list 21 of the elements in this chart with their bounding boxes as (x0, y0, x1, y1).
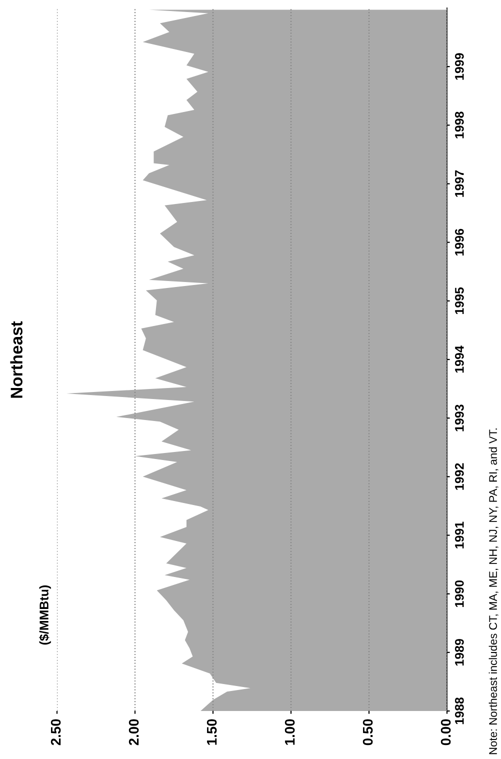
y-tick-label: 1992 (454, 463, 464, 490)
text: Note: Northeast includes CT, MA, ME, NH, NJ, NY, PA, RI, and VT. (488, 428, 498, 754)
y-tick-label: 1999 (454, 53, 464, 80)
y-tick-label: 1991 (454, 522, 464, 548)
y-tick-label: 1988 (454, 697, 464, 724)
y-tick-label: 1990 (454, 580, 464, 607)
x-tick-label: 2.00 (128, 719, 139, 746)
x-tick-label: 1.00 (284, 719, 295, 745)
x-tick-label: 2.50 (50, 719, 61, 746)
x-tick-label: 0.50 (362, 719, 373, 746)
text: ($/MMBtu) (39, 585, 51, 645)
y-tick-label: 1994 (454, 346, 464, 373)
y-tick-label: 1993 (454, 404, 464, 432)
y-tick-label: 1998 (454, 112, 464, 138)
y-tick-label: 1996 (454, 228, 464, 256)
y-tick-label: 1997 (454, 170, 464, 197)
y-tick-label: 1989 (454, 638, 464, 666)
x-tick-label: 0.00 (440, 719, 451, 746)
x-tick-label: 1.50 (206, 719, 217, 745)
y-tick-label: 1995 (454, 287, 464, 314)
text: Northeast (10, 321, 22, 398)
